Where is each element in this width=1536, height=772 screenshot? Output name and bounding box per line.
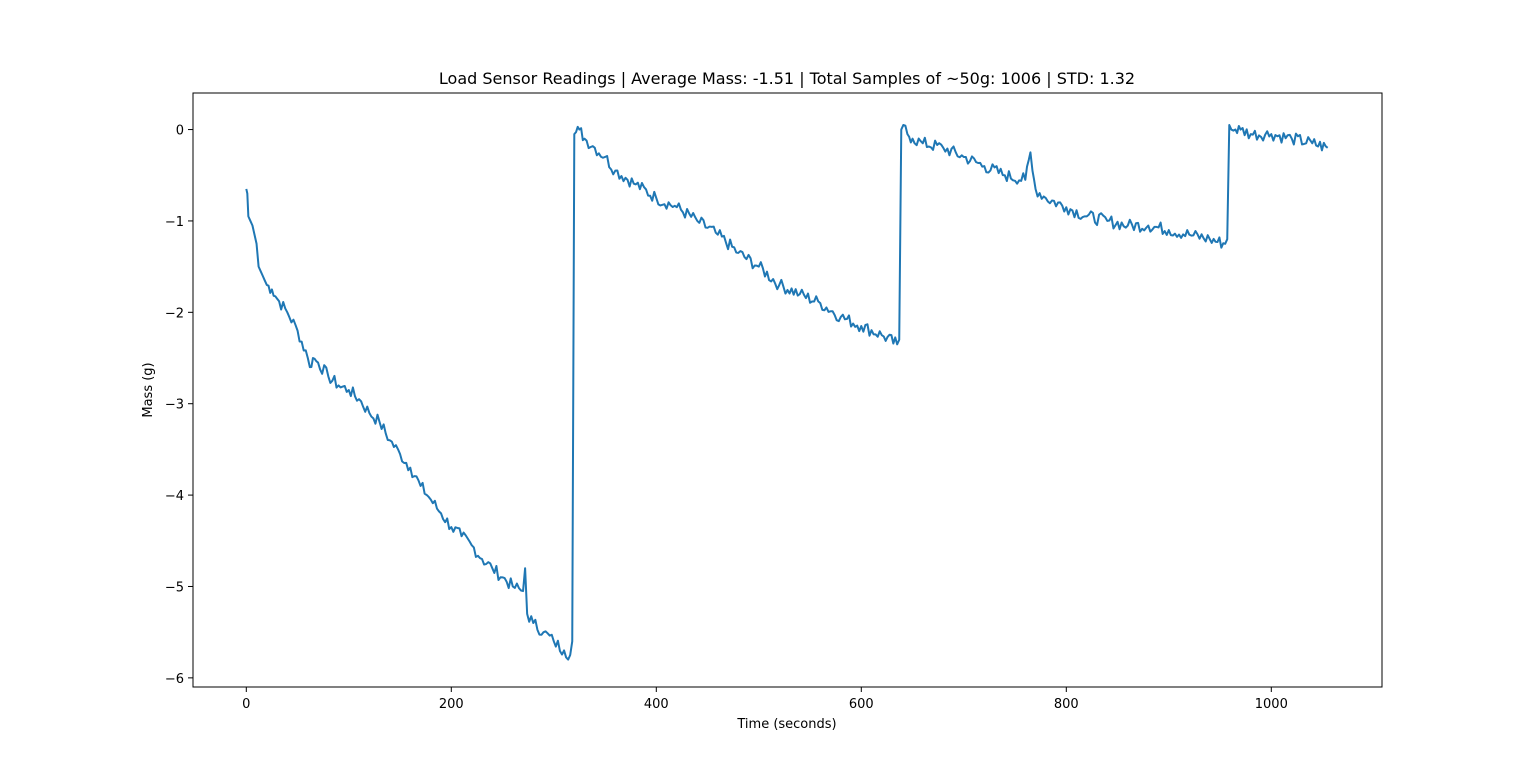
x-tick-label: 1000 [1255,697,1288,712]
x-axis-label: Time (seconds) [736,717,836,732]
x-tick-label: 400 [644,697,669,712]
series-line [245,123,1329,661]
y-tick-label: −2 [165,306,184,321]
x-tick-label: 200 [439,697,464,712]
y-axis-label: Mass (g) [141,362,156,417]
x-axis: 0 200 400 600 800 1000 [242,687,1288,712]
y-tick-label: −6 [165,672,184,687]
y-tick-label: −4 [165,489,184,504]
x-tick-label: 800 [1054,697,1079,712]
y-tick-label: −5 [165,580,184,595]
x-tick-label: 0 [242,697,250,712]
y-tick-label: −1 [165,215,184,230]
plot-area [192,92,1383,688]
y-tick-label: −3 [165,398,184,413]
chart-title: Load Sensor Readings | Average Mass: -1.… [439,69,1135,88]
x-tick-label: 600 [849,697,874,712]
y-tick-label: 0 [176,124,184,139]
y-axis: 0 −1 −2 −3 −4 −5 −6 [165,124,193,687]
plot-frame [192,92,1383,688]
